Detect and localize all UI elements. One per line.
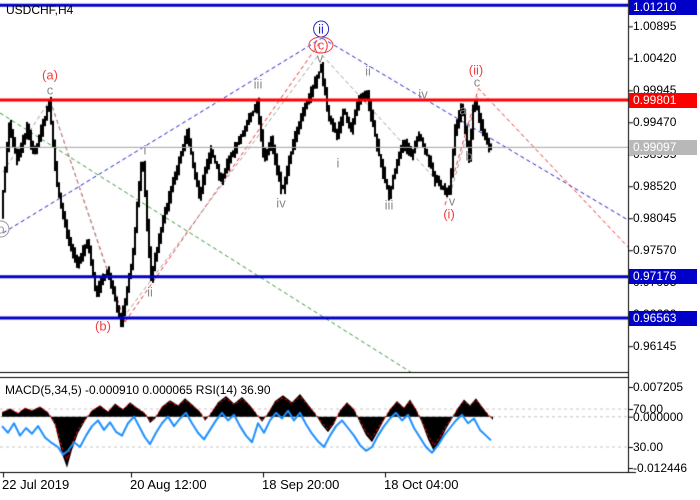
wave-label-ii: ii — [313, 20, 329, 38]
indicator-tick-label: 0.007205 — [633, 380, 684, 394]
wave-label-ii: (ii) — [468, 62, 484, 78]
time-tick-label: 18 Sep 20:00 — [262, 477, 340, 492]
wave-label-iv: iv — [418, 86, 428, 102]
wave-label-a: (a) — [42, 67, 58, 83]
price-tick-label: 1.00420 — [633, 51, 699, 66]
time-tick-label: 20 Aug 12:00 — [130, 477, 207, 492]
wave-label-c: (c) — [308, 36, 334, 54]
wave-label-v: v — [448, 193, 456, 209]
time-tick-label: 22 Jul 2019 — [2, 477, 70, 492]
time-tick-label: 18 Oct 04:00 — [384, 477, 459, 492]
wave-label-a: a — [459, 102, 467, 118]
wave-label-iii: iii — [384, 197, 394, 213]
price-level-badge: 0.97176 — [629, 269, 697, 285]
price-level-badge: 1.01210 — [629, 0, 697, 15]
symbol-timeframe-label: USDCHF,H4 — [6, 3, 74, 17]
wave-label-ii: ii — [147, 284, 153, 300]
wave-label-iv: iv — [276, 195, 286, 211]
wave-label-c: c — [46, 82, 54, 98]
wave-label-v: v — [316, 50, 324, 66]
price-level-badge: 0.96563 — [629, 310, 697, 326]
wave-label-b: b — [465, 148, 473, 164]
wave-label-i: i — [143, 142, 147, 158]
wave-label-i: i — [336, 155, 340, 171]
indicator-values-label: MACD(5,34,5) -0.000910 0.000065 RSI(14) … — [5, 383, 271, 397]
price-tick-label: 1.00895 — [633, 19, 699, 34]
indicator-tick-label: -0.012446 — [633, 461, 688, 475]
price-tick-label: 0.96145 — [633, 339, 699, 354]
price-level-badge: 0.99097 — [629, 139, 697, 155]
indicator-tick-label: 30.00 — [633, 440, 664, 454]
indicator-tick-label: 0.000000 — [633, 409, 684, 424]
wave-label-iii: iii — [253, 76, 263, 92]
wave-label-i: (i) — [443, 206, 455, 222]
price-tick-label: 0.98520 — [633, 179, 699, 194]
price-tick-label: 0.98045 — [633, 211, 699, 226]
indicator-tick-label: 70.00 — [633, 402, 664, 416]
price-level-badge: 0.99801 — [629, 92, 697, 108]
price-tick-label: 0.97570 — [633, 243, 699, 258]
wave-label-ii: ii — [365, 63, 371, 79]
price-tick-label: 0.99470 — [633, 115, 699, 130]
wave-label-b: (b) — [95, 318, 111, 334]
wave-label-c: c — [473, 74, 481, 90]
